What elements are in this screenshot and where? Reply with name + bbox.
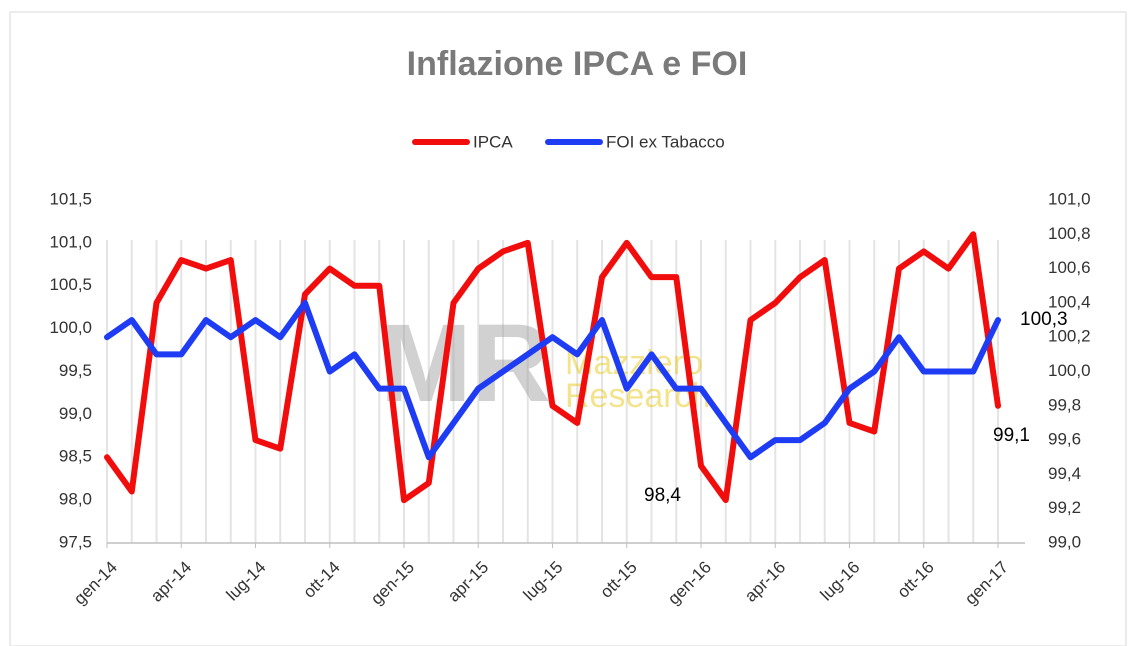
y-tick-label: 99,0 [59, 404, 92, 423]
y2-tick-label: 100,6 [1048, 258, 1091, 277]
y-tick-label: 100,0 [49, 318, 92, 337]
legend-label: IPCA [473, 132, 513, 151]
series-line [104, 299, 1001, 461]
data-label: 99,1 [993, 425, 1030, 446]
y2-tick-label: 101,0 [1048, 189, 1091, 208]
y-tick-label: 98,0 [59, 490, 92, 509]
y2-tick-label: 100,8 [1048, 224, 1091, 243]
y2-tick-label: 100,2 [1048, 327, 1091, 346]
y-tick-label: 97,5 [59, 532, 92, 551]
y2-tick-label: 99,2 [1048, 498, 1081, 517]
series-line [104, 231, 1001, 504]
y2-tick-label: 99,6 [1048, 430, 1081, 449]
y-tick-label: 101,5 [49, 189, 92, 208]
data-label: 100,3 [1020, 309, 1068, 330]
y2-tick-label: 99,8 [1048, 395, 1081, 414]
chart-frame [9, 11, 1127, 646]
chart-title: Inflazione IPCA e FOI [407, 45, 748, 83]
y2-tick-label: 99,0 [1048, 532, 1081, 551]
y-tick-label: 99,5 [59, 361, 92, 380]
y-tick-label: 100,5 [49, 275, 92, 294]
watermark-text: Research [565, 377, 711, 415]
data-label: 98,4 [644, 485, 681, 506]
y-tick-label: 98,5 [59, 447, 92, 466]
y2-tick-label: 100,4 [1048, 292, 1091, 311]
legend-label: FOI ex Tabacco [606, 132, 725, 151]
y-tick-label: 101,0 [49, 232, 92, 251]
y2-tick-label: 100,0 [1048, 361, 1091, 380]
y2-tick-label: 99,4 [1048, 464, 1081, 483]
